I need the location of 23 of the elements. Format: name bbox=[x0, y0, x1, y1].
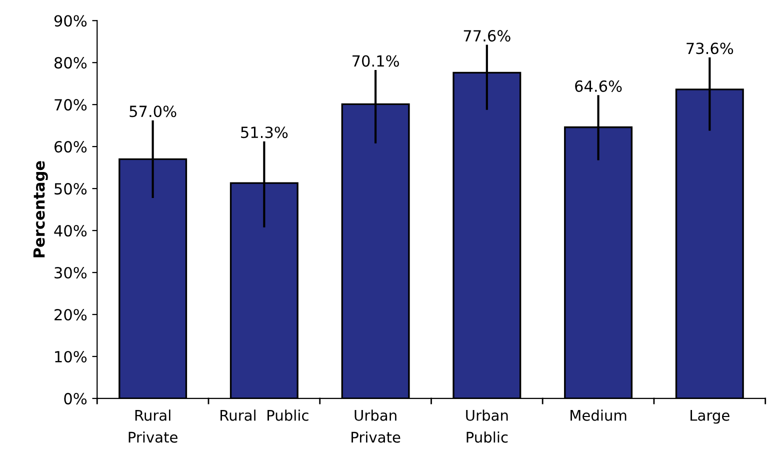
y-tick-label: 50% bbox=[54, 183, 87, 195]
x-tick-label: Urban Public bbox=[466, 410, 508, 443]
x-tick-label: Rural Private bbox=[128, 410, 178, 443]
y-tick-label: 80% bbox=[54, 57, 87, 69]
y-tick-label: 70% bbox=[54, 99, 87, 111]
y-tick-label: 60% bbox=[54, 141, 87, 153]
data-label: 73.6% bbox=[686, 42, 734, 54]
y-tick-label: 20% bbox=[54, 308, 87, 321]
x-tick-label: Medium bbox=[570, 410, 626, 421]
y-tick-label: 0% bbox=[64, 392, 87, 404]
data-label: 77.6% bbox=[464, 30, 510, 42]
x-tick-label: Large bbox=[690, 410, 730, 424]
x-tick-label: Rural Public bbox=[220, 410, 308, 421]
y-tick-label: 90% bbox=[54, 15, 87, 27]
x-tick-label: Urban Private bbox=[352, 410, 400, 443]
data-label: 70.1% bbox=[352, 55, 399, 67]
y-tick-label: 40% bbox=[54, 224, 87, 237]
y-tick-label: 30% bbox=[54, 266, 87, 279]
y-tick-label: 10% bbox=[55, 350, 87, 362]
data-label: 57.0% bbox=[130, 106, 176, 118]
data-label: 51.3% bbox=[241, 126, 288, 138]
data-label: 64.6% bbox=[575, 80, 622, 92]
y-axis-title: Percentage bbox=[33, 161, 48, 258]
